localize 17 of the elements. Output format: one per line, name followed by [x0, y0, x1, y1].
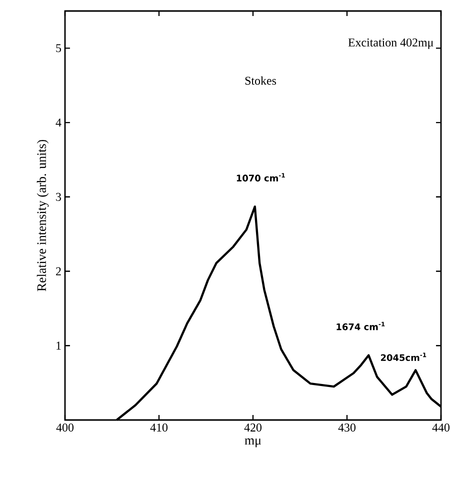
x-tick-label: 440	[432, 424, 450, 432]
y-tick-label: 5	[56, 44, 62, 52]
x-tick-label: 410	[150, 424, 168, 432]
annotation: Excitation 402mμ	[348, 38, 434, 49]
x-tick-label: 400	[56, 424, 74, 432]
y-tick-label: 2	[56, 267, 61, 276]
x-axis-title: mμ	[244, 438, 261, 448]
x-tick-label: 420	[244, 424, 262, 432]
annotation: 2045cm$^{-1}$	[380, 352, 426, 362]
y-tick-label: 4	[56, 118, 62, 126]
y-tick-label: 1	[56, 342, 61, 350]
annotation: Stokes	[245, 76, 276, 85]
y-axis-title: Relative intensity (arb. units)	[36, 140, 49, 292]
y-tick-label: 3	[56, 192, 62, 201]
x-tick-label: 430	[338, 424, 356, 432]
annotation: 1070 cm$^{-1}$	[236, 173, 285, 182]
annotation: 1674 cm$^{-1}$	[336, 322, 385, 330]
